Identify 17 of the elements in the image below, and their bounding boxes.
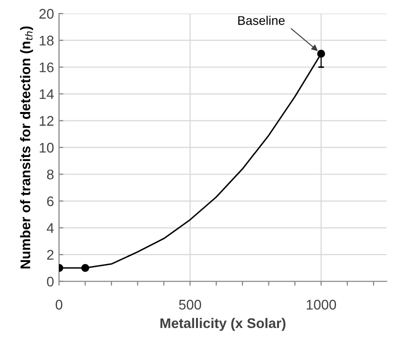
x-tick-label: 1000	[306, 300, 336, 310]
y-tick-label: 12	[40, 116, 54, 126]
y-tick-label: 6	[47, 196, 54, 206]
x-tick-label: 0	[56, 300, 62, 310]
y-tick-label: 4	[46, 223, 54, 233]
y-tick-label: 16	[40, 62, 54, 72]
y-tick-label: 0	[46, 276, 54, 287]
y-tick-label: 2	[47, 250, 54, 260]
annotation: Baseline	[238, 16, 285, 25]
y-axis-title: Number of transits for detection (n$_{th}$)	[20, 26, 34, 268]
y-tick-label: 14	[40, 89, 54, 99]
x-tick-label: 500	[179, 300, 202, 310]
y-tick-label: 8	[47, 170, 54, 180]
y-tick-label: 10	[40, 142, 54, 153]
y-tick-label: 20	[39, 8, 54, 19]
x-axis-title: Metallicity (x Solar)	[160, 318, 286, 331]
y-tick-label: 18	[40, 36, 54, 46]
